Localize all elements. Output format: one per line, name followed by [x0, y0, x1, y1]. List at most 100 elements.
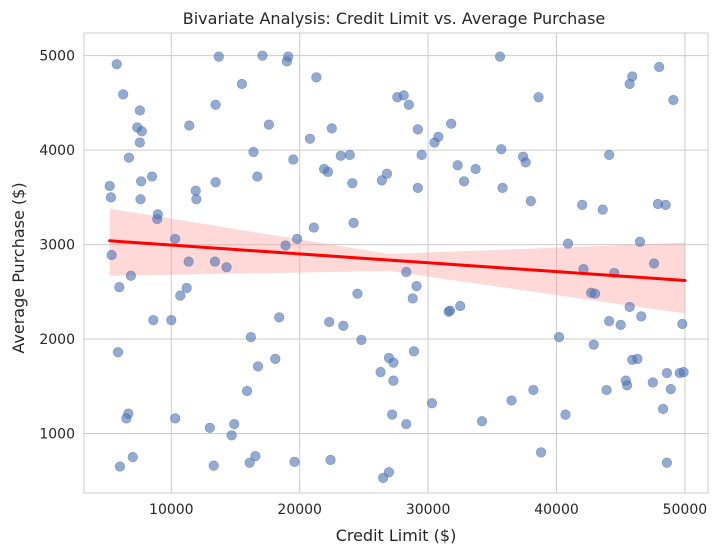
data-point — [289, 456, 300, 467]
data-point — [118, 89, 129, 100]
data-point — [412, 182, 423, 194]
data-point — [123, 408, 134, 419]
data-point — [338, 320, 349, 331]
data-point — [632, 353, 643, 364]
data-point — [426, 398, 438, 409]
data-point — [588, 339, 599, 350]
data-point — [383, 467, 395, 478]
data-point — [455, 300, 466, 312]
data-point — [387, 409, 398, 420]
data-point — [344, 149, 355, 160]
data-point — [388, 357, 399, 368]
data-point — [283, 51, 294, 62]
data-point — [520, 157, 531, 168]
data-point — [106, 249, 117, 261]
data-point — [326, 123, 337, 134]
tick-labels: 10000 20000 30000 40000 50000 1000 2000 3000 400… — [39, 49, 707, 518]
data-point — [528, 384, 539, 396]
data-point — [146, 171, 158, 182]
data-point — [274, 312, 285, 323]
regression-line-layer — [108, 239, 687, 282]
data-point — [175, 290, 186, 301]
data-point — [647, 377, 658, 388]
data-point — [325, 454, 336, 466]
data-point — [213, 51, 224, 62]
data-point — [134, 137, 145, 148]
data-point — [446, 118, 457, 129]
data-point — [114, 281, 125, 293]
data-point — [657, 403, 669, 415]
data-point — [604, 149, 615, 160]
data-point — [401, 266, 412, 278]
data-point — [257, 50, 268, 61]
y-tick-label: 2000 — [39, 332, 75, 348]
data-point — [615, 319, 626, 330]
data-point — [114, 461, 126, 472]
x-tick-label: 40000 — [534, 502, 579, 518]
plot-frame — [83, 32, 709, 494]
data-point — [170, 413, 181, 424]
data-point — [245, 332, 257, 343]
data-point — [624, 301, 635, 313]
data-point — [125, 270, 136, 281]
data-point — [381, 168, 393, 179]
data-point — [398, 90, 409, 101]
y-tick-label: 4000 — [39, 143, 75, 159]
data-point — [452, 160, 463, 171]
data-point — [403, 99, 414, 110]
data-point — [654, 61, 665, 73]
data-point — [506, 395, 517, 406]
y-axis-label: Average Purchase ($) — [9, 182, 28, 353]
data-point — [184, 120, 195, 131]
data-point — [665, 383, 676, 395]
data-point — [634, 236, 646, 247]
data-point — [209, 256, 221, 267]
data-point — [661, 367, 673, 379]
data-point — [324, 316, 335, 328]
x-axis-label: Credit Limit ($) — [336, 526, 457, 545]
data-point — [166, 315, 177, 326]
data-point — [136, 176, 147, 187]
data-point — [304, 133, 316, 144]
data-point — [190, 185, 201, 196]
data-point — [111, 59, 122, 70]
data-point — [221, 262, 232, 273]
data-point — [553, 332, 565, 343]
data-point — [248, 146, 259, 158]
data-point — [252, 171, 263, 182]
data-point — [210, 177, 221, 188]
data-point — [204, 422, 215, 433]
data-point — [127, 452, 138, 463]
data-point — [236, 78, 248, 90]
data-point — [636, 311, 647, 322]
data-point — [496, 144, 507, 155]
data-point — [444, 305, 456, 316]
data-point — [181, 282, 192, 294]
data-point — [597, 204, 608, 215]
data-point — [412, 124, 423, 135]
data-point — [494, 51, 506, 62]
data-point — [352, 288, 363, 299]
data-point — [476, 416, 488, 427]
data-point — [408, 346, 420, 357]
data-point — [525, 196, 536, 207]
data-point — [335, 150, 346, 161]
data-point — [134, 105, 145, 116]
y-tick-label: 5000 — [39, 49, 75, 65]
data-point — [263, 119, 274, 130]
y-tick-label: 1000 — [39, 426, 75, 442]
data-point — [668, 94, 679, 106]
data-point — [660, 199, 671, 211]
data-point — [322, 166, 334, 177]
data-point — [292, 233, 303, 245]
data-point — [280, 240, 291, 251]
data-point — [136, 126, 147, 137]
data-point — [210, 99, 221, 110]
data-point — [661, 457, 673, 468]
data-point — [458, 176, 470, 187]
x-tick-label: 10000 — [149, 502, 194, 518]
data-point — [226, 430, 237, 441]
data-point — [123, 152, 135, 163]
y-tick-label: 3000 — [39, 238, 75, 254]
